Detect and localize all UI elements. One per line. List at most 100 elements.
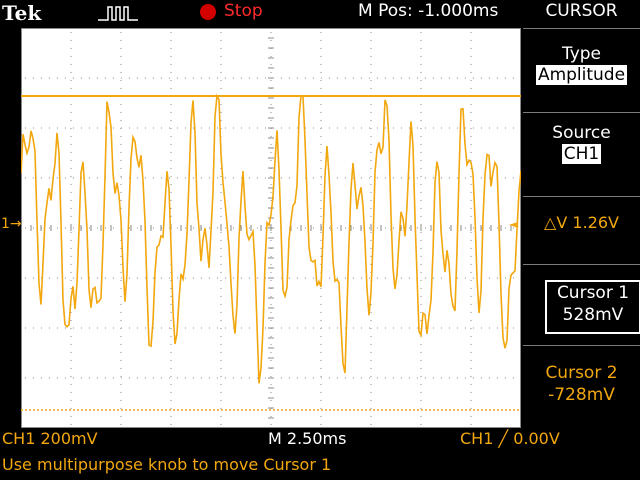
grid-dot — [471, 352, 472, 353]
grid-dot — [329, 378, 330, 379]
grid-dot — [471, 280, 472, 281]
grid-dot — [421, 280, 422, 281]
grid-dot — [371, 160, 372, 161]
cursor2-option[interactable]: Cursor 2 -728mV — [523, 345, 640, 428]
grid-dot — [471, 384, 472, 385]
type-option[interactable]: Type Amplitude — [523, 28, 640, 91]
grid-dot — [271, 344, 272, 345]
grid-dot — [271, 416, 272, 417]
grid-dot — [471, 240, 472, 241]
grid-dot — [257, 378, 258, 379]
cursor-menu: CURSOR Type Amplitude Source CH1 △V 1.26… — [523, 0, 640, 428]
grid-dot — [71, 136, 72, 137]
grid-dot — [353, 228, 354, 229]
grid-dot — [465, 128, 466, 129]
grid-dot — [513, 78, 514, 79]
grid-dot — [171, 176, 172, 177]
grid-dot — [41, 178, 42, 179]
grid-dot — [305, 228, 306, 229]
grid-dot — [171, 120, 172, 121]
grid-dot — [71, 32, 72, 33]
grid-dot — [105, 378, 106, 379]
grid-dot — [271, 400, 272, 401]
grid-dot — [121, 312, 122, 313]
grid-dot — [297, 78, 298, 79]
grid-dot — [473, 228, 474, 229]
grid-dot — [289, 378, 290, 379]
grid-dot — [321, 296, 322, 297]
grid-dot — [421, 216, 422, 217]
type-label: Type — [523, 43, 640, 65]
grid-dot — [409, 78, 410, 79]
grid-dot — [153, 178, 154, 179]
grid-dot — [57, 178, 58, 179]
grid-dot — [221, 224, 222, 225]
grid-dot — [385, 78, 386, 79]
grid-dot — [97, 178, 98, 179]
grid-dot — [271, 160, 272, 161]
grid-dot — [221, 296, 222, 297]
grid-dot — [97, 78, 98, 79]
grid-dot — [513, 128, 514, 129]
grid-dot — [421, 288, 422, 289]
grid-dot — [271, 424, 272, 425]
grid-dot — [271, 104, 272, 105]
grid-dot — [321, 192, 322, 193]
grid-dot — [471, 112, 472, 113]
grid-dot — [171, 208, 172, 209]
grid-dot — [33, 78, 34, 79]
grid-dot — [121, 424, 122, 425]
grid-dot — [321, 152, 322, 153]
grid-dot — [121, 200, 122, 201]
source-label: Source — [523, 122, 640, 144]
grid-dot — [321, 376, 322, 377]
grid-dot — [221, 56, 222, 57]
grid-dot — [471, 368, 472, 369]
grid-dot — [421, 320, 422, 321]
grid-dot — [371, 168, 372, 169]
grid-dot — [421, 184, 422, 185]
grid-dot — [171, 80, 172, 81]
grid-dot — [281, 328, 282, 329]
grid-dot — [121, 360, 122, 361]
grid-dot — [217, 78, 218, 79]
grid-dot — [233, 278, 234, 279]
grid-dot — [471, 224, 472, 225]
ch1-scale: CH1 200mV — [2, 429, 98, 448]
grid-dot — [271, 392, 272, 393]
grid-dot — [441, 78, 442, 79]
grid-dot — [121, 72, 122, 73]
grid-dot — [417, 378, 418, 379]
grid-dot — [471, 216, 472, 217]
grid-dot — [371, 120, 372, 121]
grid-dot — [425, 228, 426, 229]
grid-dot — [361, 278, 362, 279]
grid-dot — [305, 78, 306, 79]
cursor1-selected[interactable]: Cursor 1 528mV — [545, 280, 640, 334]
grid-dot — [241, 328, 242, 329]
grid-dot — [321, 312, 322, 313]
grid-dot — [271, 280, 272, 281]
grid-dot — [33, 278, 34, 279]
grid-dot — [385, 378, 386, 379]
grid-dot — [353, 328, 354, 329]
grid-dot — [81, 78, 82, 79]
grid-dot — [169, 378, 170, 379]
source-option[interactable]: Source CH1 — [523, 112, 640, 175]
grid-dot — [271, 264, 272, 265]
grid-dot — [71, 176, 72, 177]
grid-dot — [371, 360, 372, 361]
grid-dot — [153, 78, 154, 79]
grid-dot — [169, 128, 170, 129]
grid-dot — [57, 128, 58, 129]
grid-dot — [221, 272, 222, 273]
grid-dot — [25, 78, 26, 79]
grid-dot — [321, 168, 322, 169]
grid-dot — [271, 360, 272, 361]
grid-dot — [271, 40, 272, 41]
grid-dot — [377, 128, 378, 129]
cursor1-value: 528mV — [547, 304, 639, 326]
grid-dot — [371, 384, 372, 385]
grid-dot — [177, 128, 178, 129]
grid-dot — [271, 72, 272, 73]
